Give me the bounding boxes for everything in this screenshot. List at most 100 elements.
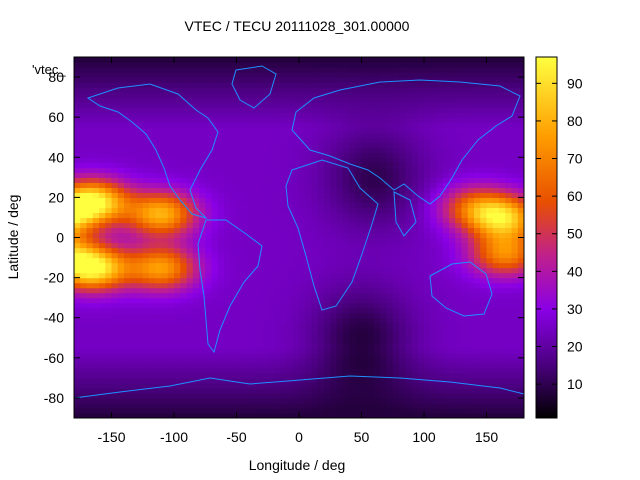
heatmap-cell [361,227,369,234]
heatmap-cell [280,227,288,234]
heatmap-cell [136,262,144,269]
heatmap-cell [442,322,450,329]
heatmap-cell [80,387,88,394]
heatmap-cell [492,97,500,103]
heatmap-cell [124,157,131,163]
heatmap-cell [224,252,231,259]
heatmap-cell [349,242,356,249]
heatmap-cell [317,292,325,299]
heatmap-cell [149,232,156,239]
heatmap-cell [142,182,150,188]
heatmap-cell [86,307,94,314]
heatmap-cell [324,357,331,364]
heatmap-cell [505,347,513,354]
heatmap-cell [174,67,181,73]
heatmap-cell [405,262,413,269]
heatmap-cell [342,307,350,314]
heatmap-cell [405,387,413,394]
heatmap-cell [167,267,175,274]
heatmap-cell [505,372,513,379]
heatmap-cell [242,122,250,128]
heatmap-cell [217,77,225,83]
heatmap-cell [80,282,88,289]
heatmap-cell [424,147,431,153]
heatmap-cell [292,307,300,314]
heatmap-cell [336,202,344,209]
heatmap-cell [199,262,206,269]
heatmap-cell [174,197,181,204]
heatmap-cell [192,297,200,304]
heatmap-cell [311,112,319,118]
heatmap-cell [455,397,463,404]
heatmap-cell [424,262,431,269]
heatmap-cell [361,127,369,133]
heatmap-cell [224,287,231,294]
heatmap-cell [211,292,219,299]
heatmap-cell [361,252,369,259]
heatmap-cell [217,237,225,244]
heatmap-cell [436,392,444,399]
heatmap-cell [117,307,125,314]
heatmap-cell [124,67,131,73]
heatmap-cell [330,312,338,319]
heatmap-cell [130,272,138,279]
heatmap-cell [117,182,125,188]
heatmap-cell [380,257,388,264]
heatmap-cell [142,187,150,193]
heatmap-cell [336,152,344,158]
heatmap-cell [92,302,100,309]
heatmap-cell [330,272,338,279]
heatmap-cell [199,187,206,193]
heatmap-cell [442,97,450,103]
heatmap-cell [511,347,519,354]
heatmap-cell [349,97,356,103]
heatmap-cell [80,127,88,133]
heatmap-cell [436,107,444,113]
heatmap-cell [374,357,381,364]
heatmap-cell [505,92,513,98]
heatmap-cell [492,357,500,364]
heatmap-cell [280,412,288,418]
heatmap-cell [111,162,119,168]
heatmap-cell [361,247,369,254]
heatmap-cell [461,127,469,133]
heatmap-cell [105,242,113,249]
heatmap-cell [480,167,488,173]
heatmap-cell [361,152,369,158]
heatmap-cell [155,257,163,264]
heatmap-cell [430,407,438,414]
heatmap-cell [367,197,375,204]
heatmap-cell [442,182,450,188]
heatmap-cell [517,172,524,178]
heatmap-cell [211,152,219,158]
heatmap-cell [436,132,444,138]
heatmap-cell [511,252,519,259]
heatmap-cell [86,157,94,163]
heatmap-cell [361,307,369,314]
heatmap-cell [74,287,81,294]
heatmap-cell [261,162,269,168]
heatmap-cell [492,337,500,344]
heatmap-cell [117,392,125,399]
heatmap-cell [86,367,94,374]
heatmap-cell [242,357,250,364]
heatmap-cell [199,302,206,309]
heatmap-cell [305,242,313,249]
heatmap-cell [492,212,500,219]
heatmap-cell [330,192,338,198]
heatmap-cell [274,187,281,193]
heatmap-cell [86,292,94,299]
heatmap-cell [174,192,181,198]
heatmap-cell [517,382,524,389]
heatmap-cell [317,237,325,244]
heatmap-cell [342,122,350,128]
heatmap-cell [461,132,469,138]
heatmap-cell [511,172,519,178]
heatmap-cell [192,272,200,279]
heatmap-cell [367,162,375,168]
heatmap-cell [142,402,150,409]
heatmap-cell [99,272,106,279]
heatmap-cell [174,317,181,324]
heatmap-cell [292,142,300,148]
